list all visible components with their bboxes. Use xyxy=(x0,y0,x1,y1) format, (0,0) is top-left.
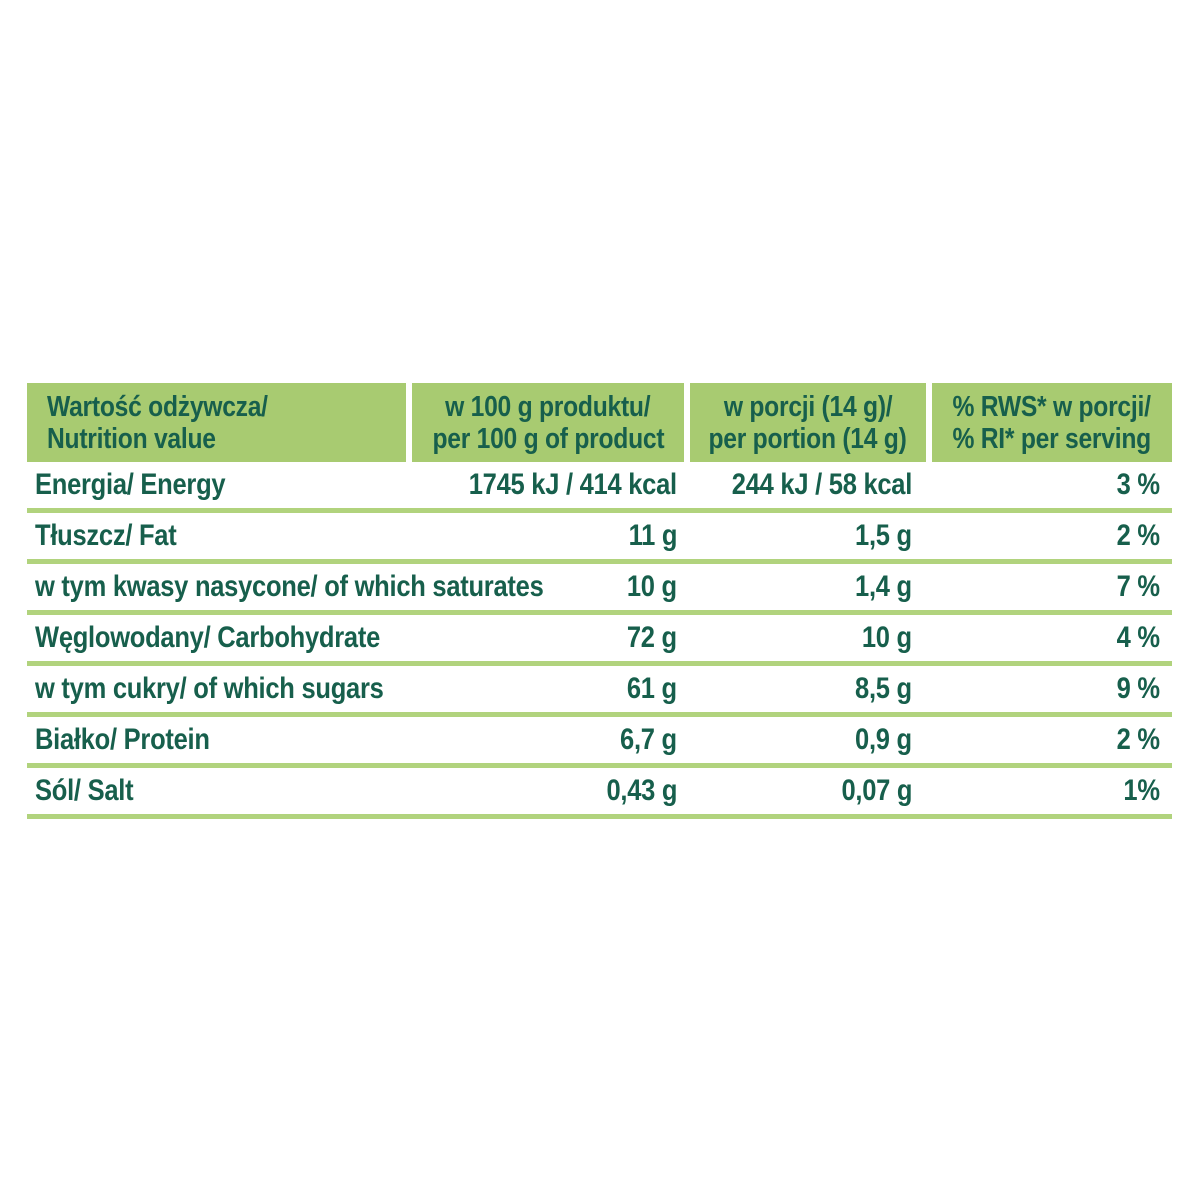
cell-rws-percent: 4 % xyxy=(932,621,1172,655)
header-cell-per-portion: w porcji (14 g)/ per portion (14 g) xyxy=(690,383,926,462)
header-cell-rws-percent: % RWS* w porcji/ % RI* per serving xyxy=(932,383,1172,462)
cell-per-100g-value: 11 g xyxy=(628,519,677,552)
header-line-pl: w 100 g produktu/ xyxy=(445,390,651,423)
cell-per-portion-value: 244 kJ / 58 kcal xyxy=(731,468,913,501)
table-header-row: Wartość odżywcza/ Nutrition value w 100 … xyxy=(27,383,1172,462)
cell-per-100g: 11 g xyxy=(412,519,684,553)
header-line-pl: Wartość odżywcza/ xyxy=(47,390,268,423)
cell-per-portion: 8,5 g xyxy=(690,672,926,706)
cell-rws-percent-value: 2 % xyxy=(1116,519,1160,552)
cell-rws-percent-value: 2 % xyxy=(1116,723,1160,756)
cell-per-100g-value: 6,7 g xyxy=(620,723,677,756)
header-line-pl: % RWS* w porcji/ xyxy=(952,390,1152,423)
row-label-text: Energia/ Energy xyxy=(35,468,226,501)
table-row-salt: Sól/ Salt 0,43 g 0,07 g 1% xyxy=(27,768,1172,819)
header-line-en: per portion (14 g) xyxy=(708,422,908,455)
row-label-text: Węglowodany/ Carbohydrate xyxy=(35,621,381,654)
row-label-text: Tłuszcz/ Fat xyxy=(35,519,177,552)
cell-per-portion: 1,5 g xyxy=(690,519,926,553)
cell-per-portion-value: 0,07 g xyxy=(841,774,912,807)
cell-rws-percent: 2 % xyxy=(932,723,1172,757)
table-row-carbohydrate: Węglowodany/ Carbohydrate 72 g 10 g 4 % xyxy=(27,615,1172,666)
cell-per-100g: 0,43 g xyxy=(412,774,684,808)
row-label: Sól/ Salt xyxy=(27,774,406,808)
header-line-en: Nutrition value xyxy=(47,422,216,455)
header-cell-nutrition-value: Wartość odżywcza/ Nutrition value xyxy=(27,383,406,462)
row-label: w tym cukry/ of which sugars xyxy=(27,672,406,706)
table-row-energy: Energia/ Energy 1745 kJ / 414 kcal 244 k… xyxy=(27,462,1172,513)
table-row-fat: Tłuszcz/ Fat 11 g 1,5 g 2 % xyxy=(27,513,1172,564)
header-cell-per-100g: w 100 g produktu/ per 100 g of product xyxy=(412,383,684,462)
row-label: Energia/ Energy xyxy=(27,468,406,502)
cell-rws-percent-value: 9 % xyxy=(1116,672,1160,705)
cell-per-100g: 6,7 g xyxy=(412,723,684,757)
cell-per-100g-value: 0,43 g xyxy=(606,774,677,807)
cell-rws-percent: 2 % xyxy=(932,519,1172,553)
header-line-en: % RI* per serving xyxy=(952,422,1152,455)
cell-per-100g: 72 g xyxy=(412,621,684,655)
header-line-en: per 100 g of product xyxy=(432,422,664,455)
cell-rws-percent-value: 3 % xyxy=(1116,468,1160,501)
row-label: w tym kwasy nasycone/ of which saturates xyxy=(27,570,544,604)
row-label-text: w tym kwasy nasycone/ of which saturates xyxy=(35,570,544,603)
cell-per-portion: 0,07 g xyxy=(690,774,926,808)
cell-per-100g-value: 1745 kJ / 414 kcal xyxy=(468,468,677,501)
cell-per-100g: 61 g xyxy=(412,672,684,706)
cell-per-portion-value: 10 g xyxy=(861,621,912,654)
row-label-text: Sól/ Salt xyxy=(35,774,134,807)
row-label: Białko/ Protein xyxy=(27,723,406,757)
cell-per-portion-value: 1,5 g xyxy=(855,519,912,552)
cell-rws-percent-value: 7 % xyxy=(1116,570,1160,603)
cell-rws-percent-value: 4 % xyxy=(1116,621,1160,654)
cell-per-portion: 244 kJ / 58 kcal xyxy=(690,468,926,502)
cell-rws-percent: 3 % xyxy=(932,468,1172,502)
row-label: Węglowodany/ Carbohydrate xyxy=(27,621,406,655)
cell-rws-percent-value: 1% xyxy=(1123,774,1161,807)
cell-rws-percent: 1% xyxy=(932,774,1172,808)
cell-per-portion: 1,4 g xyxy=(690,570,926,604)
cell-per-100g-value: 72 g xyxy=(626,621,677,654)
row-label-text: w tym cukry/ of which sugars xyxy=(35,672,384,705)
table-row-sugars: w tym cukry/ of which sugars 61 g 8,5 g … xyxy=(27,666,1172,717)
cell-per-portion-value: 0,9 g xyxy=(855,723,912,756)
cell-per-portion: 0,9 g xyxy=(690,723,926,757)
cell-rws-percent: 7 % xyxy=(932,570,1172,604)
row-label: Tłuszcz/ Fat xyxy=(27,519,406,553)
row-label-text: Białko/ Protein xyxy=(35,723,210,756)
cell-per-100g: 10 g xyxy=(412,570,684,604)
table-row-protein: Białko/ Protein 6,7 g 0,9 g 2 % xyxy=(27,717,1172,768)
cell-per-100g-value: 61 g xyxy=(626,672,677,705)
table-row-saturates: w tym kwasy nasycone/ of which saturates… xyxy=(27,564,1172,615)
cell-per-100g: 1745 kJ / 414 kcal xyxy=(412,468,684,502)
cell-per-100g-value: 10 g xyxy=(626,570,677,603)
cell-rws-percent: 9 % xyxy=(932,672,1172,706)
nutrition-table: Wartość odżywcza/ Nutrition value w 100 … xyxy=(27,383,1172,819)
cell-per-portion-value: 8,5 g xyxy=(855,672,912,705)
cell-per-portion: 10 g xyxy=(690,621,926,655)
cell-per-portion-value: 1,4 g xyxy=(855,570,912,603)
header-line-pl: w porcji (14 g)/ xyxy=(723,390,893,423)
